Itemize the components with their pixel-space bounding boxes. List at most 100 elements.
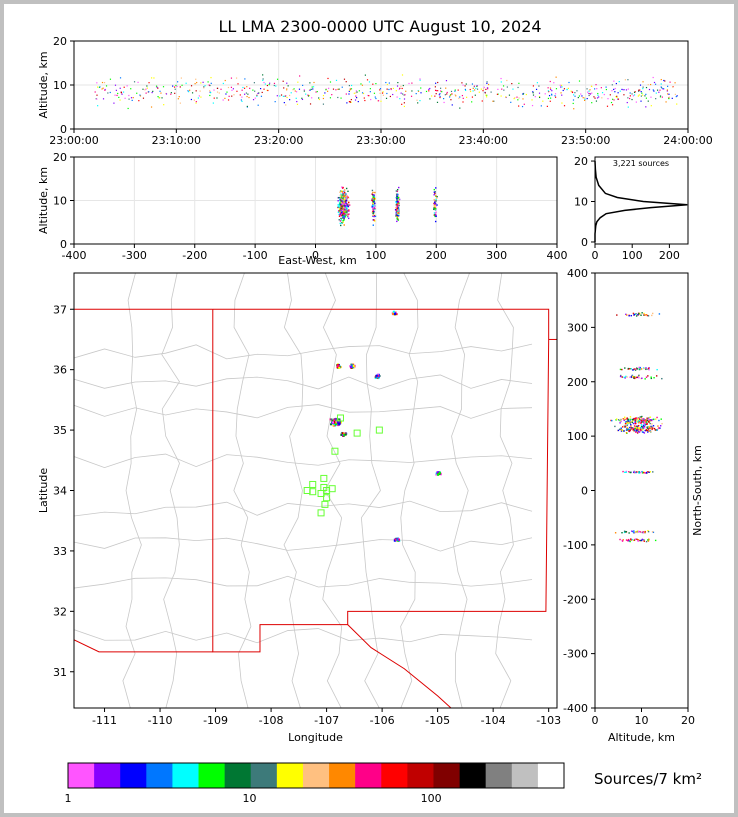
colorbar-swatch: [355, 763, 382, 788]
source-point: [239, 94, 241, 96]
source-point: [631, 530, 633, 532]
source-point: [644, 424, 646, 426]
source-point: [641, 428, 643, 430]
source-point: [633, 377, 635, 379]
source-point: [650, 96, 652, 98]
source-point: [454, 90, 456, 92]
source-point: [443, 101, 445, 104]
source-point: [653, 377, 655, 379]
source-point: [647, 368, 649, 370]
source-point: [634, 377, 636, 380]
source-point: [625, 313, 627, 316]
time-tick-label: 23:40:00: [459, 134, 508, 147]
source-point: [650, 430, 652, 433]
source-point: [480, 88, 482, 90]
source-point: [633, 94, 636, 96]
source-point: [439, 95, 441, 98]
source-point: [433, 188, 436, 191]
source-point: [668, 97, 670, 100]
source-point: [178, 96, 180, 98]
source-point: [635, 368, 637, 370]
source-point: [312, 88, 314, 90]
source-point: [397, 212, 399, 214]
source-point: [341, 205, 343, 208]
source-point: [115, 89, 117, 91]
source-point: [398, 198, 401, 201]
source-point: [554, 95, 556, 97]
source-point: [185, 82, 187, 84]
source-point: [655, 418, 657, 420]
source-point: [653, 81, 656, 84]
source-point: [658, 419, 660, 422]
source-point: [346, 216, 349, 218]
source-point: [652, 89, 654, 91]
source-point: [339, 198, 341, 201]
source-point: [634, 369, 637, 371]
source-point: [469, 90, 472, 93]
source-point: [216, 87, 219, 89]
source-point: [343, 206, 346, 209]
source-point: [616, 314, 618, 316]
source-point: [179, 86, 181, 88]
source-point: [299, 75, 301, 77]
source-point: [293, 88, 295, 90]
source-point: [137, 81, 139, 83]
source-point: [630, 538, 632, 540]
ew-tick-label: -300: [122, 249, 147, 262]
source-point: [643, 423, 646, 425]
source-point: [335, 89, 337, 91]
source-point: [337, 418, 340, 421]
source-point: [588, 92, 590, 95]
source-point: [142, 88, 144, 90]
altitude-histogram-line: [594, 161, 688, 242]
source-point: [395, 190, 398, 192]
source-point: [347, 204, 349, 206]
latitude-tick-label: 33: [53, 545, 67, 558]
source-point: [614, 87, 616, 90]
source-point: [641, 472, 644, 474]
source-point: [631, 98, 633, 101]
source-point: [415, 93, 417, 95]
source-point: [629, 420, 631, 422]
source-point: [341, 214, 344, 216]
source-point: [588, 94, 590, 97]
source-point: [330, 418, 333, 421]
source-point: [363, 97, 365, 99]
source-point: [390, 88, 392, 91]
source-point: [438, 472, 441, 475]
source-point: [649, 427, 652, 430]
colorbar-swatch: [329, 763, 356, 788]
source-point: [625, 420, 628, 423]
source-point: [392, 93, 394, 96]
source-point: [396, 199, 399, 201]
source-point: [645, 97, 648, 99]
source-point: [645, 420, 647, 422]
source-point: [642, 314, 645, 316]
source-point: [636, 418, 639, 421]
source-point: [538, 96, 541, 98]
colorbar-swatch: [485, 763, 513, 788]
ns-tick-label: -100: [563, 539, 588, 552]
source-point: [395, 206, 397, 209]
source-point: [392, 87, 395, 90]
source-point: [230, 86, 233, 88]
source-point: [632, 312, 635, 315]
ns-tick-label: -200: [563, 593, 588, 606]
source-point: [257, 104, 259, 106]
ew-xlabel: East-West, km: [278, 254, 356, 267]
ew-tick-label: 400: [547, 249, 568, 262]
source-point: [638, 471, 640, 473]
source-point: [578, 95, 581, 97]
source-point: [550, 88, 552, 91]
source-point: [629, 428, 631, 431]
source-point: [435, 198, 437, 200]
source-point: [625, 471, 627, 473]
time-tick-label: 23:20:00: [254, 134, 303, 147]
source-point: [503, 89, 505, 91]
source-point: [634, 429, 637, 431]
source-point: [573, 108, 575, 110]
ns-tick-label: 300: [567, 321, 588, 334]
source-point: [639, 312, 641, 315]
source-point: [392, 310, 395, 313]
source-point: [114, 84, 117, 86]
